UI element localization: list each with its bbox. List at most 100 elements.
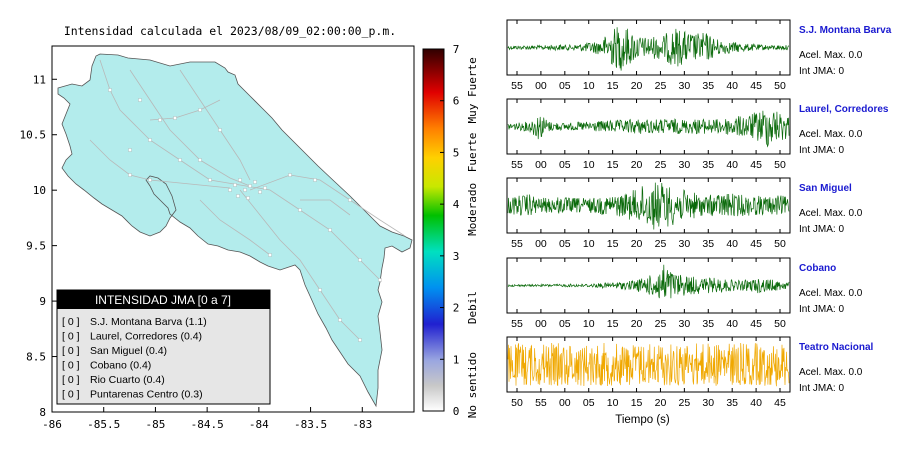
legend-item-label: Cobano (0.4) <box>90 360 151 372</box>
legend-item-badge: [ 0 ] <box>62 389 80 401</box>
town-marker <box>208 178 212 182</box>
colorbar-categories: No sentido Debil Moderado Fuerte Muy Fuerte <box>466 57 479 418</box>
map-y-tick-label: 9.5 <box>26 240 46 253</box>
waveform-panel: 55 00 05 10 15 20 25 30 35 40 45 50 Cobano Acel. Max.… <box>506 257 863 330</box>
colorbar-tick-label: 5 <box>453 146 460 159</box>
town-marker <box>198 108 202 112</box>
map-x-tick-label: -83 <box>352 418 372 431</box>
intensity-colorbar: 0 1 2 3 4 5 6 7 No sentido Debil Moderado Fuerte Mu… <box>422 43 479 418</box>
waveform-tick-label: 10 <box>583 159 595 171</box>
waveform-trace <box>507 182 790 230</box>
town-marker <box>318 288 322 292</box>
waveform-tick-label: 25 <box>679 397 691 409</box>
waveform-tick-label: 10 <box>583 80 595 92</box>
station-name: San Miguel <box>799 183 852 194</box>
waveform-tick-label: 40 <box>726 80 738 92</box>
town-marker <box>288 173 292 177</box>
waveform-tick-label: 30 <box>702 397 714 409</box>
map-y-tick-label: 8 <box>39 406 46 419</box>
town-marker <box>243 188 247 192</box>
legend-item-label: Rio Cuarto (0.4) <box>90 374 165 386</box>
colorbar-ticks: 0 1 2 3 4 5 6 7 <box>440 43 460 418</box>
station-name: S.J. Montana Barva <box>799 25 892 36</box>
waveform-tick-label: 10 <box>607 397 619 409</box>
station-accel: Acel. Max. 0.0 <box>799 367 863 378</box>
waveform-tick-label: 20 <box>655 397 667 409</box>
station-jma: Int JMA: 0 <box>799 66 844 77</box>
waveform-tick-label: 10 <box>583 318 595 330</box>
waveform-tick-label: 40 <box>726 318 738 330</box>
legend-item-label: Puntarenas Centro (0.3) <box>90 389 203 401</box>
waveform-tick-label: 00 <box>535 238 547 250</box>
town-marker <box>158 118 162 122</box>
waveform-tick-label: 20 <box>631 238 643 250</box>
waveform-tick-label: 00 <box>535 80 547 92</box>
legend-item-badge: [ 0 ] <box>62 316 80 328</box>
colorbar-tick-label: 7 <box>453 43 460 56</box>
legend-item-badge: [ 0 ] <box>62 374 80 386</box>
station-jma: Int JMA: 0 <box>799 224 844 235</box>
waveform-tick-label: 50 <box>774 159 786 171</box>
town-markers <box>108 88 382 342</box>
colorbar-tick-label: 3 <box>453 250 460 263</box>
town-marker <box>173 116 177 120</box>
colorbar-tick-label: 2 <box>453 302 460 315</box>
colorbar-tick-label: 4 <box>453 198 460 211</box>
waveform-tick-label: 05 <box>559 80 571 92</box>
waveform-tick-label: 50 <box>774 318 786 330</box>
legend-item-badge: [ 0 ] <box>62 345 80 357</box>
waveform-tick-label: 25 <box>655 318 667 330</box>
waveform-tick-label: 55 <box>511 318 523 330</box>
colorbar-category-label: No sentido <box>466 352 479 418</box>
station-jma: Int JMA: 0 <box>799 383 844 394</box>
waveform-tick-label: 15 <box>607 159 619 171</box>
waveform-tick-label: 35 <box>702 238 714 250</box>
town-marker <box>218 128 222 132</box>
waveform-panels: 55 00 05 10 15 20 25 30 35 40 45 50 S.J. Montana Bar… <box>506 19 892 426</box>
waveform-tick-label: 10 <box>583 238 595 250</box>
waveform-tick-label: 55 <box>511 159 523 171</box>
station-jma: Int JMA: 0 <box>799 304 844 315</box>
map-y-tick-label: 11 <box>33 73 46 86</box>
colorbar-tick-label: 0 <box>453 405 460 418</box>
town-marker <box>246 196 250 200</box>
waveform-tick-label: 00 <box>559 397 571 409</box>
town-marker <box>328 228 332 232</box>
waveform-tick-label: 20 <box>631 80 643 92</box>
waveform-tick-label: 45 <box>750 159 762 171</box>
waveform-tick-label: 15 <box>607 80 619 92</box>
station-accel: Acel. Max. 0.0 <box>799 50 863 61</box>
town-marker <box>138 98 142 102</box>
waveform-tick-label: 40 <box>750 397 762 409</box>
waveform-trace <box>507 264 790 299</box>
town-marker <box>258 190 262 194</box>
waveform-tick-label: 35 <box>702 318 714 330</box>
waveform-tick-label: 25 <box>655 80 667 92</box>
town-marker <box>228 188 232 192</box>
waveform-panel: 50 55 00 05 10 15 20 25 30 35 40 45 Teatro Nacional A… <box>506 336 873 426</box>
map-x-tick-label: -85.5 <box>87 418 120 431</box>
station-accel: Acel. Max. 0.0 <box>799 288 863 299</box>
station-name: Teatro Nacional <box>799 342 873 353</box>
waveform-tick-label: 35 <box>702 159 714 171</box>
town-marker <box>248 184 252 188</box>
map-x-tick-label: -83.5 <box>294 418 327 431</box>
map-y-tick-label: 10.5 <box>20 129 47 142</box>
legend-item-label: Laurel, Corredores (0.4) <box>90 331 202 343</box>
waveform-tick-label: 20 <box>631 159 643 171</box>
waveform-tick-label: 30 <box>679 318 691 330</box>
town-marker <box>358 258 362 262</box>
waveform-tick-label: 40 <box>726 159 738 171</box>
map-title: Intensidad calculada el 2023/08/09_02:00… <box>64 24 396 38</box>
waveform-trace <box>507 342 790 387</box>
town-marker <box>128 173 132 177</box>
town-marker <box>313 178 317 182</box>
town-marker <box>298 208 302 212</box>
station-jma: Int JMA: 0 <box>799 145 844 156</box>
legend-item-label: S.J. Montana Barva (1.1) <box>90 316 207 328</box>
colorbar-tick-label: 1 <box>453 353 460 366</box>
waveform-tick-label: 35 <box>702 80 714 92</box>
town-marker <box>148 178 152 182</box>
waveform-tick-label: 00 <box>535 159 547 171</box>
waveform-tick-label: 05 <box>559 318 571 330</box>
